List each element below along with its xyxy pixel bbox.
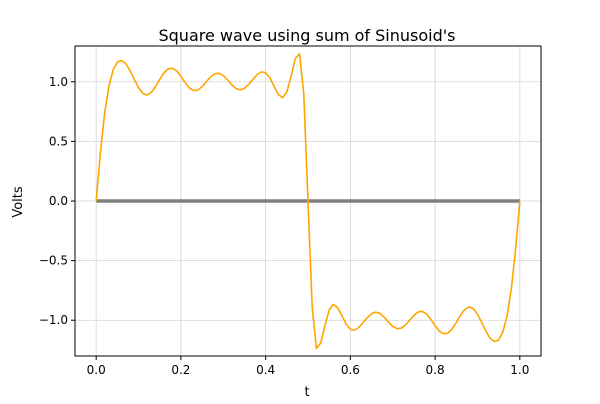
x-axis-label: t [304, 385, 309, 400]
y-tick-label: −0.5 [39, 254, 68, 268]
series-line-1 [95, 52, 521, 350]
chart-title: Square wave using sum of Sinusoid's [158, 26, 455, 45]
y-tick-label: −1.0 [39, 313, 68, 327]
x-tick-label: 0.4 [256, 363, 275, 377]
y-tick-label: 1.0 [49, 75, 68, 89]
x-tick-label: 0.8 [426, 363, 445, 377]
x-tick-label: 0.0 [87, 363, 106, 377]
x-tick-label: 0.2 [171, 363, 190, 377]
series-group [95, 52, 521, 350]
y-tick-label: 0.5 [49, 134, 68, 148]
y-axis-label: Volts [11, 186, 26, 218]
x-tick-label: 0.6 [341, 363, 360, 377]
y-tick-label: 0.0 [49, 194, 68, 208]
axis-ticks: 0.0 0.2 0.4 0.6 0.8 1.0 1.0 0.5 0.0 −0.5 −1.0 [39, 75, 530, 377]
x-tick-label: 1.0 [510, 363, 529, 377]
